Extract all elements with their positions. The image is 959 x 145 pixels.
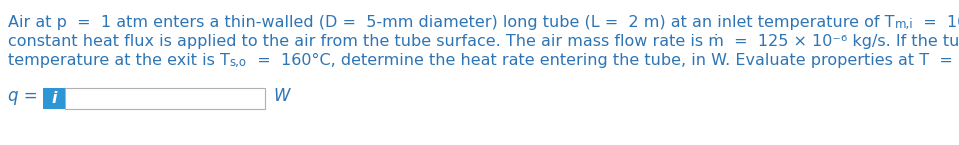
Text: temperature at the exit is T: temperature at the exit is T — [8, 53, 230, 68]
FancyBboxPatch shape — [65, 88, 265, 109]
Text: constant heat flux is applied to the air from the tube surface. The air mass flo: constant heat flux is applied to the air… — [8, 34, 959, 49]
Text: q =: q = — [8, 87, 43, 105]
Text: i: i — [51, 91, 57, 106]
Text: m,i: m,i — [895, 18, 913, 31]
Text: =  100°C. A: = 100°C. A — [913, 15, 959, 30]
FancyBboxPatch shape — [43, 88, 65, 109]
Text: =  160°C, determine the heat rate entering the tube, in W. Evaluate properties a: = 160°C, determine the heat rate enterin… — [246, 53, 959, 68]
Text: W: W — [274, 87, 291, 105]
Text: Air at p  =  1 atm enters a thin-walled (D =  5-mm diameter) long tube (L =  2 m: Air at p = 1 atm enters a thin-walled (D… — [8, 15, 895, 30]
Text: s,o: s,o — [230, 56, 246, 69]
